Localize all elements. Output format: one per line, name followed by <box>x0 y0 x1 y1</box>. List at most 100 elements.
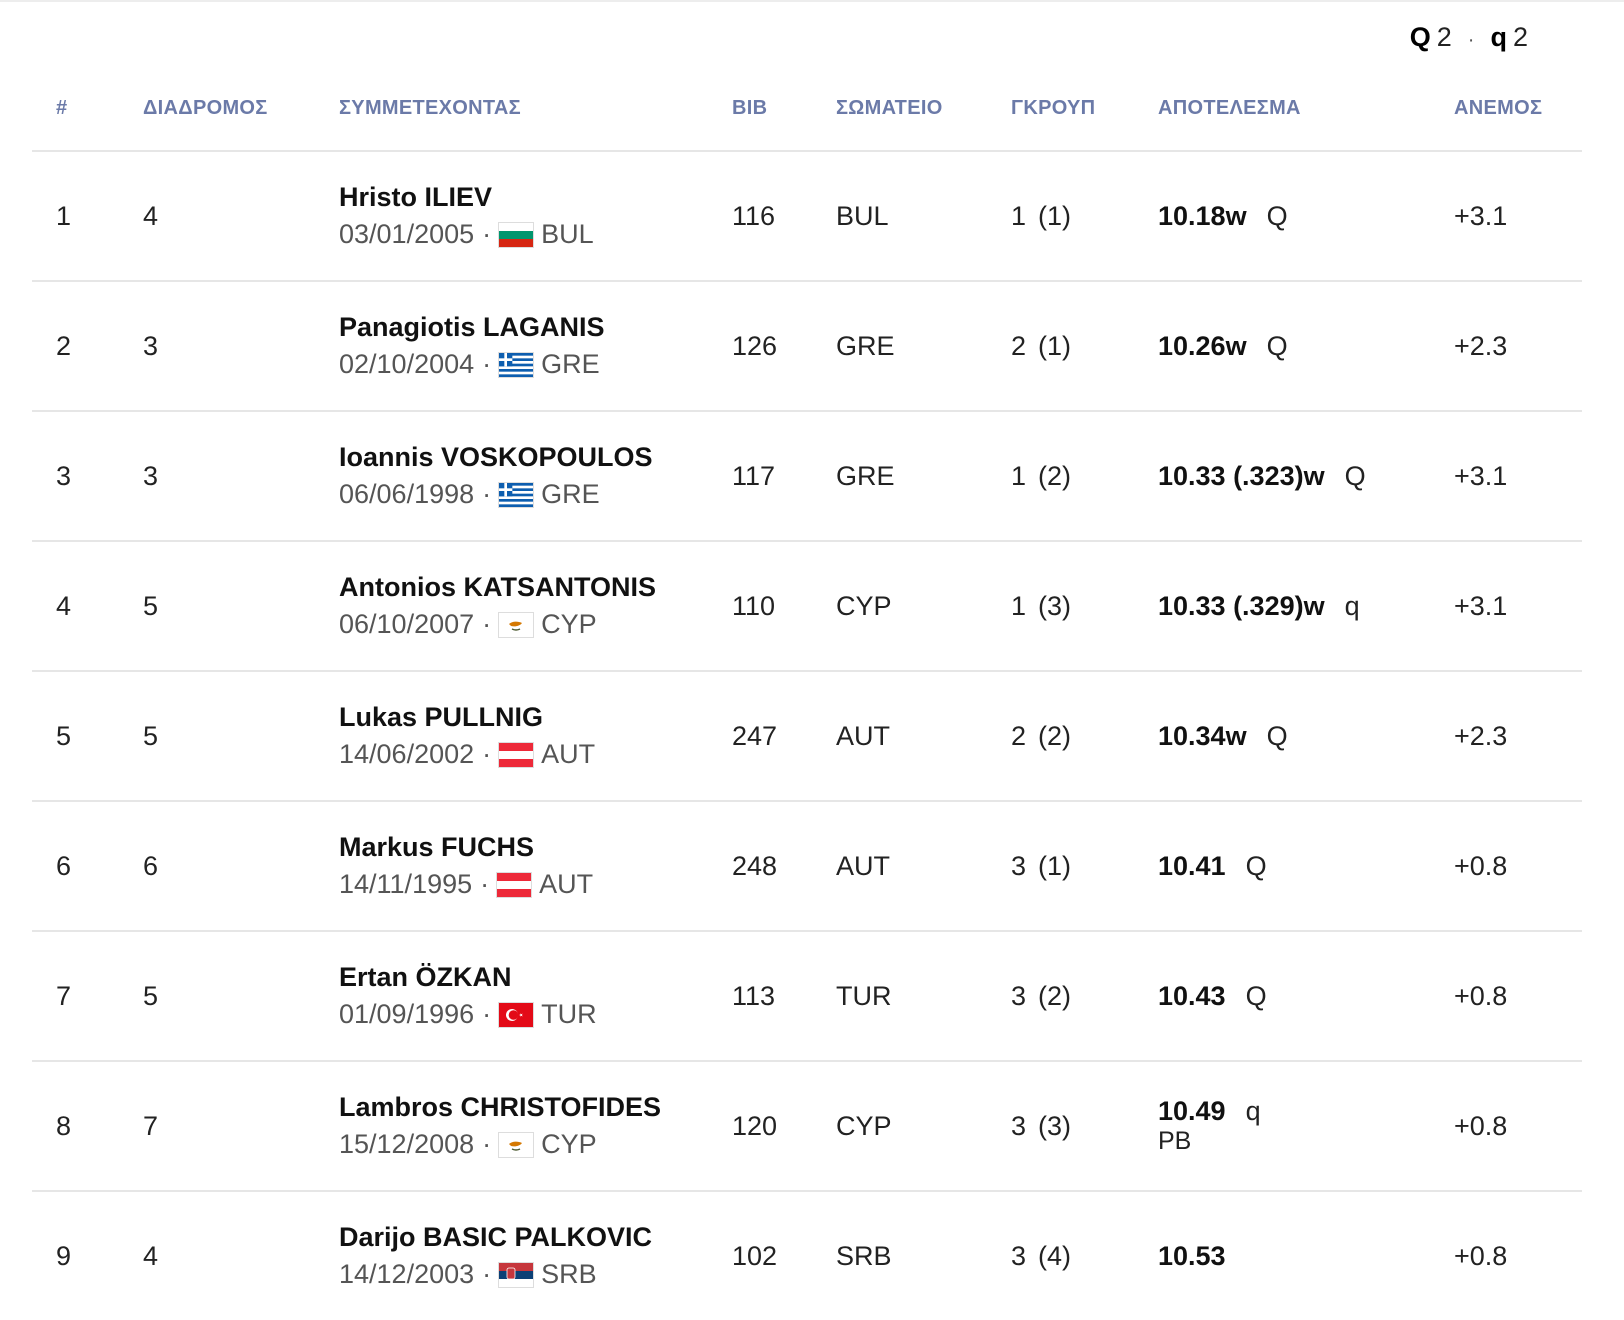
result-mark: 10.49 <box>1158 1096 1226 1126</box>
result-line: 10.33 (.323)w Q <box>1158 461 1454 492</box>
athlete-name-link[interactable]: Markus FUCHS <box>339 832 535 862</box>
group-cell: 2 (1) <box>1011 281 1158 412</box>
club-cell: CYP <box>836 1061 1011 1192</box>
athlete-name-link[interactable]: Ioannis VOSKOPOULOS <box>339 442 653 472</box>
lane-cell: 5 <box>143 671 339 802</box>
tur-flag-icon <box>499 1002 534 1027</box>
athlete-cell: Ioannis VOSKOPOULOS 06/06/1998 · GRE <box>339 411 732 542</box>
group-number: 3 <box>1011 1240 1027 1271</box>
athlete-details: 06/06/1998 · GRE <box>339 479 732 510</box>
group-cell: 3 (3) <box>1011 1061 1158 1192</box>
rank-cell: 4 <box>32 541 143 672</box>
lane-cell: 4 <box>143 151 339 282</box>
bib-value: 248 <box>732 850 778 881</box>
header-club[interactable]: ΣΩΜΑΤΕΙΟ <box>836 66 1011 152</box>
bib-value: 113 <box>732 980 776 1011</box>
athlete-name-link[interactable]: Lukas PULLNIG <box>339 702 544 732</box>
rank-cell: 9 <box>32 1191 143 1320</box>
club-cell: GRE <box>836 281 1011 412</box>
qualification-badge: q <box>1344 590 1360 621</box>
club-value: GRE <box>836 460 895 491</box>
result-mark: 10.26w <box>1158 330 1247 361</box>
wind-cell: +3.1 <box>1454 151 1582 282</box>
rank-value: 1 <box>56 200 72 231</box>
result-cell: 10.53 <box>1158 1191 1454 1320</box>
bib-cell: 102 <box>732 1191 836 1320</box>
athlete-name-link[interactable]: Ertan ÖZKAN <box>339 962 512 992</box>
club-value: TUR <box>836 980 892 1011</box>
athlete-dob: 06/10/2007 <box>339 609 475 639</box>
header-rank[interactable]: # <box>32 66 143 152</box>
table-row: 6 6 Markus FUCHS 14/11/1995 · AUT 248 AU… <box>32 801 1582 932</box>
group-cell: 1 (1) <box>1011 151 1158 282</box>
club-cell: SRB <box>836 1191 1011 1320</box>
legend-Q-label: Q <box>1409 22 1431 52</box>
athlete-country: AUT <box>541 739 596 769</box>
athlete-name-link[interactable]: Lambros CHRISTOFIDES <box>339 1092 662 1122</box>
result-line: 10.33 (.329)w q <box>1158 591 1454 622</box>
group-position: (1) <box>1038 850 1072 881</box>
wind-value: +0.8 <box>1454 1240 1508 1271</box>
table-row: 7 5 Ertan ÖZKAN 01/09/1996 · TUR 113 TUR… <box>32 931 1582 1062</box>
group-cell: 1 (3) <box>1011 541 1158 672</box>
results-table: # ΔΙΑΔΡΟΜΟΣ ΣΥΜΜΕΤΕΧΟΝΤΑΣ BIB ΣΩΜΑΤΕΙΟ Γ… <box>32 66 1582 1320</box>
rank-cell: 8 <box>32 1061 143 1192</box>
table-row: 4 5 Antonios KATSANTONIS 06/10/2007 · CY… <box>32 541 1582 672</box>
header-lane[interactable]: ΔΙΑΔΡΟΜΟΣ <box>143 66 339 152</box>
athlete-country: GRE <box>541 349 600 379</box>
group-cell: 2 (2) <box>1011 671 1158 802</box>
result-line: 10.34w Q <box>1158 721 1454 752</box>
result-cell: 10.43 Q <box>1158 931 1454 1062</box>
rank-cell: 2 <box>32 281 143 412</box>
bib-value: 120 <box>732 1110 778 1141</box>
group-position: (2) <box>1038 980 1072 1011</box>
legend-q-label: q <box>1490 22 1507 52</box>
athlete-country: TUR <box>541 999 597 1029</box>
header-wind[interactable]: ΑΝΕΜΟΣ <box>1454 66 1582 152</box>
athlete-dob: 02/10/2004 <box>339 349 475 379</box>
club-value: AUT <box>836 720 890 751</box>
rank-value: 3 <box>56 460 72 491</box>
dot-separator: · <box>482 739 492 769</box>
club-value: GRE <box>836 330 895 361</box>
header-bib[interactable]: BIB <box>732 66 836 152</box>
athlete-cell: Antonios KATSANTONIS 06/10/2007 · CYP <box>339 541 732 672</box>
rank-cell: 1 <box>32 151 143 282</box>
result-mark: 10.43 <box>1158 980 1226 1011</box>
header-athlete[interactable]: ΣΥΜΜΕΤΕΧΟΝΤΑΣ <box>339 66 732 152</box>
bib-value: 126 <box>732 330 778 361</box>
rank-value: 6 <box>56 850 72 881</box>
group-cell: 3 (1) <box>1011 801 1158 932</box>
club-value: CYP <box>836 1110 892 1141</box>
club-value: AUT <box>836 850 890 881</box>
club-cell: GRE <box>836 411 1011 542</box>
club-cell: AUT <box>836 671 1011 802</box>
athlete-name-link[interactable]: Panagiotis LAGANIS <box>339 312 605 342</box>
athlete-name-link[interactable]: Antonios KATSANTONIS <box>339 572 656 602</box>
athlete-name-link[interactable]: Hristo ILIEV <box>339 182 493 212</box>
athlete-cell: Hristo ILIEV 03/01/2005 · BUL <box>339 151 732 282</box>
pb-badge: PB <box>1158 1127 1192 1155</box>
wind-cell: +3.1 <box>1454 411 1582 542</box>
athlete-details: 01/09/1996 · TUR <box>339 999 732 1030</box>
result-line: 10.41 Q <box>1158 851 1454 882</box>
athlete-details: 15/12/2008 · CYP <box>339 1129 732 1160</box>
qualification-legend: Q 2 · q 2 <box>1410 22 1528 53</box>
result-mark: 10.41 <box>1158 850 1226 881</box>
club-value: CYP <box>836 590 892 621</box>
dot-separator: · <box>482 1259 492 1289</box>
header-group[interactable]: ΓΚΡΟΥΠ <box>1011 66 1158 152</box>
athlete-dob: 14/06/2002 <box>339 739 475 769</box>
result-mark: 10.33 (.329)w <box>1158 590 1325 621</box>
wind-value: +2.3 <box>1454 720 1508 751</box>
bib-value: 247 <box>732 720 778 751</box>
lane-cell: 4 <box>143 1191 339 1320</box>
athlete-name-link[interactable]: Darijo BASIC PALKOVIC <box>339 1222 653 1252</box>
header-result[interactable]: ΑΠΟΤΕΛΕΣΜΑ <box>1158 66 1454 152</box>
lane-cell: 3 <box>143 411 339 542</box>
rank-value: 2 <box>56 330 72 361</box>
lane-value: 6 <box>143 850 159 881</box>
rank-value: 4 <box>56 590 72 621</box>
club-cell: TUR <box>836 931 1011 1062</box>
rank-cell: 6 <box>32 801 143 932</box>
